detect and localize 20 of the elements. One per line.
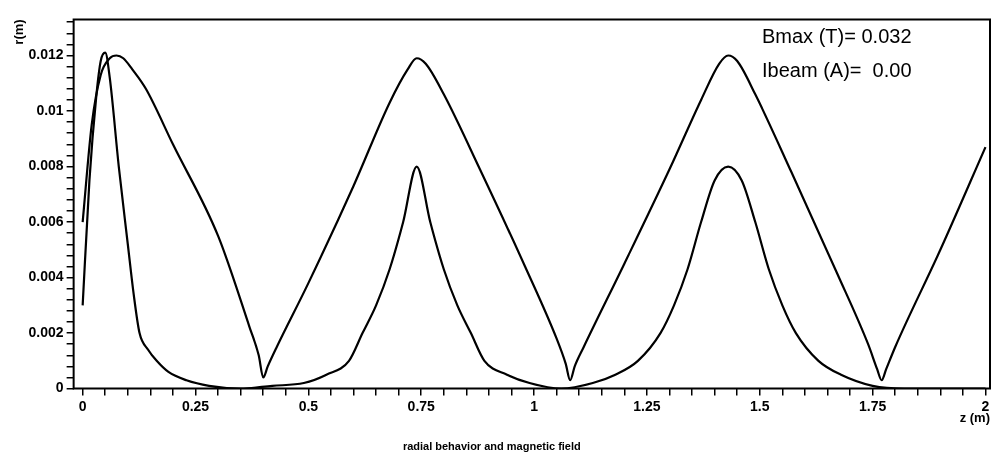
y-tick-label: 0.008 xyxy=(28,157,64,174)
x-tick-label: 0.75 xyxy=(407,397,436,414)
y-tick-label: 0.01 xyxy=(36,101,64,118)
annotation: Ibeam (A)= 0.00 xyxy=(762,58,912,81)
text: radial behavior and magnetic field xyxy=(402,439,581,452)
x-tick-label: 2 xyxy=(981,397,990,414)
x-tick-label: 0.5 xyxy=(298,397,319,414)
y-tick-label: 0.012 xyxy=(28,46,64,63)
annotation: Bmax (T)= 0.032 xyxy=(762,24,912,47)
x-tick-label: 1 xyxy=(530,397,539,414)
y-tick-label: 0.006 xyxy=(28,212,64,229)
x-tick-label: 0 xyxy=(78,397,87,414)
y-tick-label: 0 xyxy=(55,379,64,396)
x-tick-label: 1.75 xyxy=(859,397,887,414)
y-tick-label: 0.004 xyxy=(28,268,64,285)
y-tick-label: 0.002 xyxy=(28,323,64,340)
x-tick-label: 0.25 xyxy=(181,397,210,414)
y-axis-title: r(m) xyxy=(11,19,27,45)
x-tick-label: 1.25 xyxy=(633,397,661,414)
x-tick-label: 1.5 xyxy=(750,397,770,414)
